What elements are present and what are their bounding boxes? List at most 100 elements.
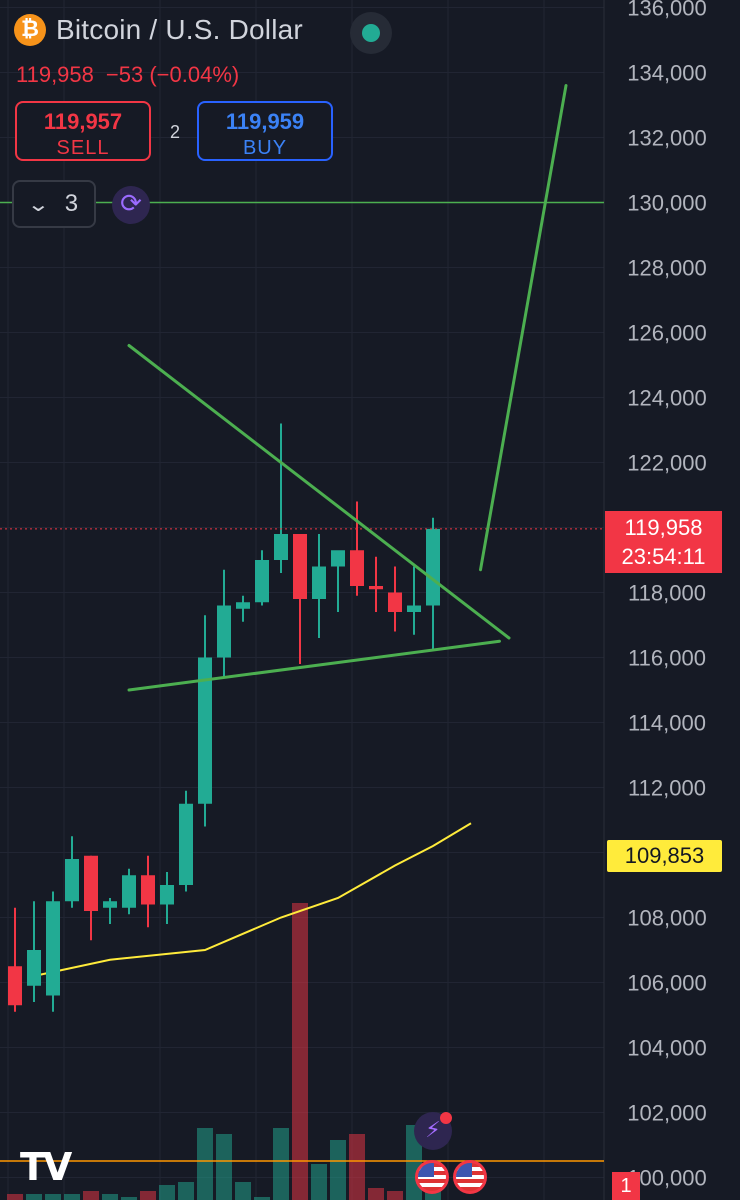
- volume-bar: [83, 1191, 99, 1200]
- volume-bar: [102, 1194, 118, 1200]
- indicators-toggle-button[interactable]: ⌄ 3: [12, 180, 96, 228]
- sell-button[interactable]: 119,957 SELL: [15, 101, 151, 161]
- spread-value: 2: [170, 122, 181, 142]
- y-tick-label: 100,000: [627, 1166, 707, 1191]
- alerts-count-badge[interactable]: 1: [612, 1172, 640, 1200]
- volume-bar: [159, 1185, 175, 1200]
- volume-bar: [273, 1128, 289, 1200]
- price-axis[interactable]: 100,000102,000104,000106,000108,000110,0…: [627, 0, 707, 1191]
- candle-body: [255, 560, 269, 603]
- volume-bars: [0, 903, 604, 1200]
- moving-average-tag: 109,853: [607, 840, 722, 872]
- candle-body: [46, 901, 60, 996]
- candle-body: [141, 875, 155, 905]
- tradingview-logo: TV: [20, 1145, 72, 1189]
- descending-resistance-trendline: [127, 344, 511, 640]
- symbol-title[interactable]: Bitcoin / U.S. Dollar: [56, 14, 303, 45]
- y-tick-label: 126,000: [627, 321, 707, 346]
- candle-body: [84, 855, 98, 911]
- sell-label: SELL: [56, 137, 110, 159]
- bar-countdown: 23:54:11: [621, 544, 706, 569]
- moving-average-line: [33, 822, 472, 977]
- candle-body: [179, 803, 193, 885]
- ascending-support-trendline: [127, 639, 501, 692]
- bitcoin-icon: ₿: [14, 14, 46, 46]
- y-tick-label: 136,000: [627, 0, 707, 21]
- y-tick-label: 130,000: [627, 191, 707, 216]
- volume-bar: [178, 1182, 194, 1200]
- buy-label: BUY: [242, 137, 288, 159]
- drawings-layer[interactable]: [0, 84, 604, 692]
- candle-body: [274, 534, 288, 560]
- candle-body: [293, 534, 307, 599]
- y-tick-label: 124,000: [627, 386, 707, 411]
- candle-body: [160, 885, 174, 905]
- candle-body: [122, 875, 136, 908]
- price-change-row: 119,958 −53 (−0.04%): [16, 62, 239, 88]
- y-tick-label: 118,000: [628, 581, 706, 606]
- volume-bar: [254, 1197, 270, 1200]
- volume-bar: [330, 1140, 346, 1200]
- candle-body: [65, 859, 79, 902]
- candle-body: [27, 950, 41, 986]
- volume-bar: [45, 1194, 61, 1200]
- buy-price: 119,959: [225, 109, 305, 134]
- volume-bar: [121, 1197, 137, 1200]
- lightning-icon[interactable]: ⚡: [414, 1112, 452, 1150]
- y-tick-label: 116,000: [628, 646, 706, 671]
- price-change: −53 (−0.04%): [105, 62, 240, 87]
- y-tick-label: 122,000: [627, 451, 707, 476]
- grid-lines: [0, 0, 605, 1200]
- volume-bar: [368, 1188, 384, 1200]
- last-price: 119,958: [16, 62, 94, 87]
- y-tick-label: 104,000: [627, 1036, 707, 1061]
- indicator-count: 3: [64, 190, 79, 217]
- candle-body: [369, 586, 383, 590]
- candle-body: [236, 602, 250, 609]
- y-tick-label: 132,000: [627, 126, 707, 151]
- volume-bar: [387, 1191, 403, 1200]
- y-tick-label: 114,000: [628, 711, 706, 736]
- candle-body: [350, 550, 364, 586]
- candle-body: [388, 592, 402, 612]
- volume-bar: [311, 1164, 327, 1200]
- chevron-down-icon: ⌄: [26, 193, 51, 216]
- candle-body: [312, 566, 326, 599]
- sync-icon[interactable]: ⟳: [112, 186, 150, 224]
- y-tick-label: 112,000: [628, 776, 706, 801]
- moving-average-layer: [33, 822, 472, 977]
- sell-price: 119,957: [43, 109, 123, 134]
- y-tick-label: 134,000: [627, 61, 707, 86]
- candle-body: [103, 901, 117, 908]
- candle-body: [217, 605, 231, 658]
- volume-bar: [26, 1194, 42, 1200]
- candle-body: [426, 528, 440, 606]
- volume-bar: [197, 1128, 213, 1200]
- buy-button[interactable]: 119,959 BUY: [197, 101, 333, 161]
- candle-body: [8, 966, 22, 1006]
- volume-bar: [235, 1182, 251, 1200]
- y-tick-label: 108,000: [627, 906, 707, 931]
- volume-bar: [140, 1191, 156, 1200]
- us-flag-event-icon-2[interactable]: [453, 1160, 487, 1194]
- market-open-dot-icon: [362, 24, 380, 42]
- projection-trendline: [479, 84, 568, 572]
- volume-bar: [64, 1194, 80, 1200]
- y-tick-label: 128,000: [627, 256, 707, 281]
- market-status-button[interactable]: [350, 12, 392, 54]
- candle-body: [331, 550, 345, 567]
- candlestick-series[interactable]: [8, 423, 440, 1012]
- candle-body: [407, 605, 421, 612]
- symbol-header: ₿ Bitcoin / U.S. Dollar: [14, 14, 303, 46]
- y-tick-label: 106,000: [627, 971, 707, 996]
- volume-bar: [349, 1134, 365, 1200]
- us-flag-event-icon[interactable]: [415, 1160, 449, 1194]
- last-price-tag: 119,958 23:54:11: [605, 511, 722, 573]
- last-price-tag-value: 119,958: [624, 515, 703, 540]
- y-tick-label: 102,000: [627, 1101, 707, 1126]
- candle-body: [198, 657, 212, 804]
- notification-dot-icon: [440, 1112, 452, 1124]
- volume-bar: [292, 903, 308, 1200]
- volume-bar: [216, 1134, 232, 1200]
